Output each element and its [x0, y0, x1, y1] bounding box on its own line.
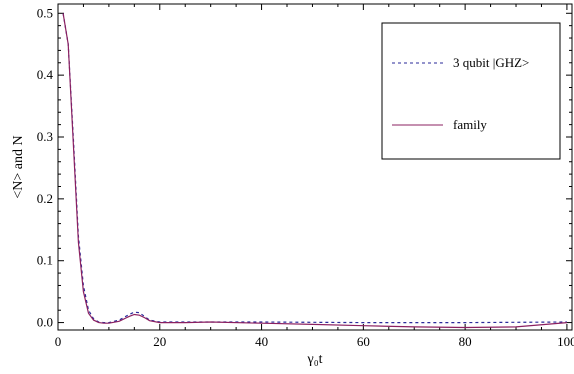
x-tick-label-3: 60	[357, 334, 370, 349]
x-tick-label-1: 20	[153, 334, 166, 349]
y-axis-label: <N> and N	[11, 135, 26, 198]
x-tick-label-5: 100	[557, 334, 574, 349]
x-tick-label-4: 80	[459, 334, 472, 349]
y-tick-label-3: 0.3	[37, 129, 53, 144]
x-tick-label-0: 0	[55, 334, 62, 349]
y-tick-label-4: 0.4	[37, 67, 54, 82]
x-tick-labels: 0 20 40 60 80 100	[55, 334, 574, 349]
plot-frame	[57, 3, 573, 331]
y-tick-label-0: 0.0	[37, 315, 53, 330]
y-tick-label-1: 0.1	[37, 253, 53, 268]
axis-ticks	[57, 4, 572, 330]
y-tick-label-2: 0.2	[37, 191, 53, 206]
legend-label-ghz: 3 qubit |GHZ>	[453, 55, 529, 70]
series-layer	[62, 13, 567, 329]
legend-label-family: family	[453, 117, 487, 132]
y-tick-labels: 0.0 0.1 0.2 0.3 0.4 0.5	[37, 5, 54, 329]
y-tick-label-5: 0.5	[37, 5, 53, 20]
series-line-1	[62, 13, 567, 329]
legend: 3 qubit |GHZ> family	[381, 22, 561, 160]
legend-box	[381, 22, 561, 160]
x-tick-label-2: 40	[255, 334, 268, 349]
x-axis-label: γ₀t	[307, 352, 323, 367]
